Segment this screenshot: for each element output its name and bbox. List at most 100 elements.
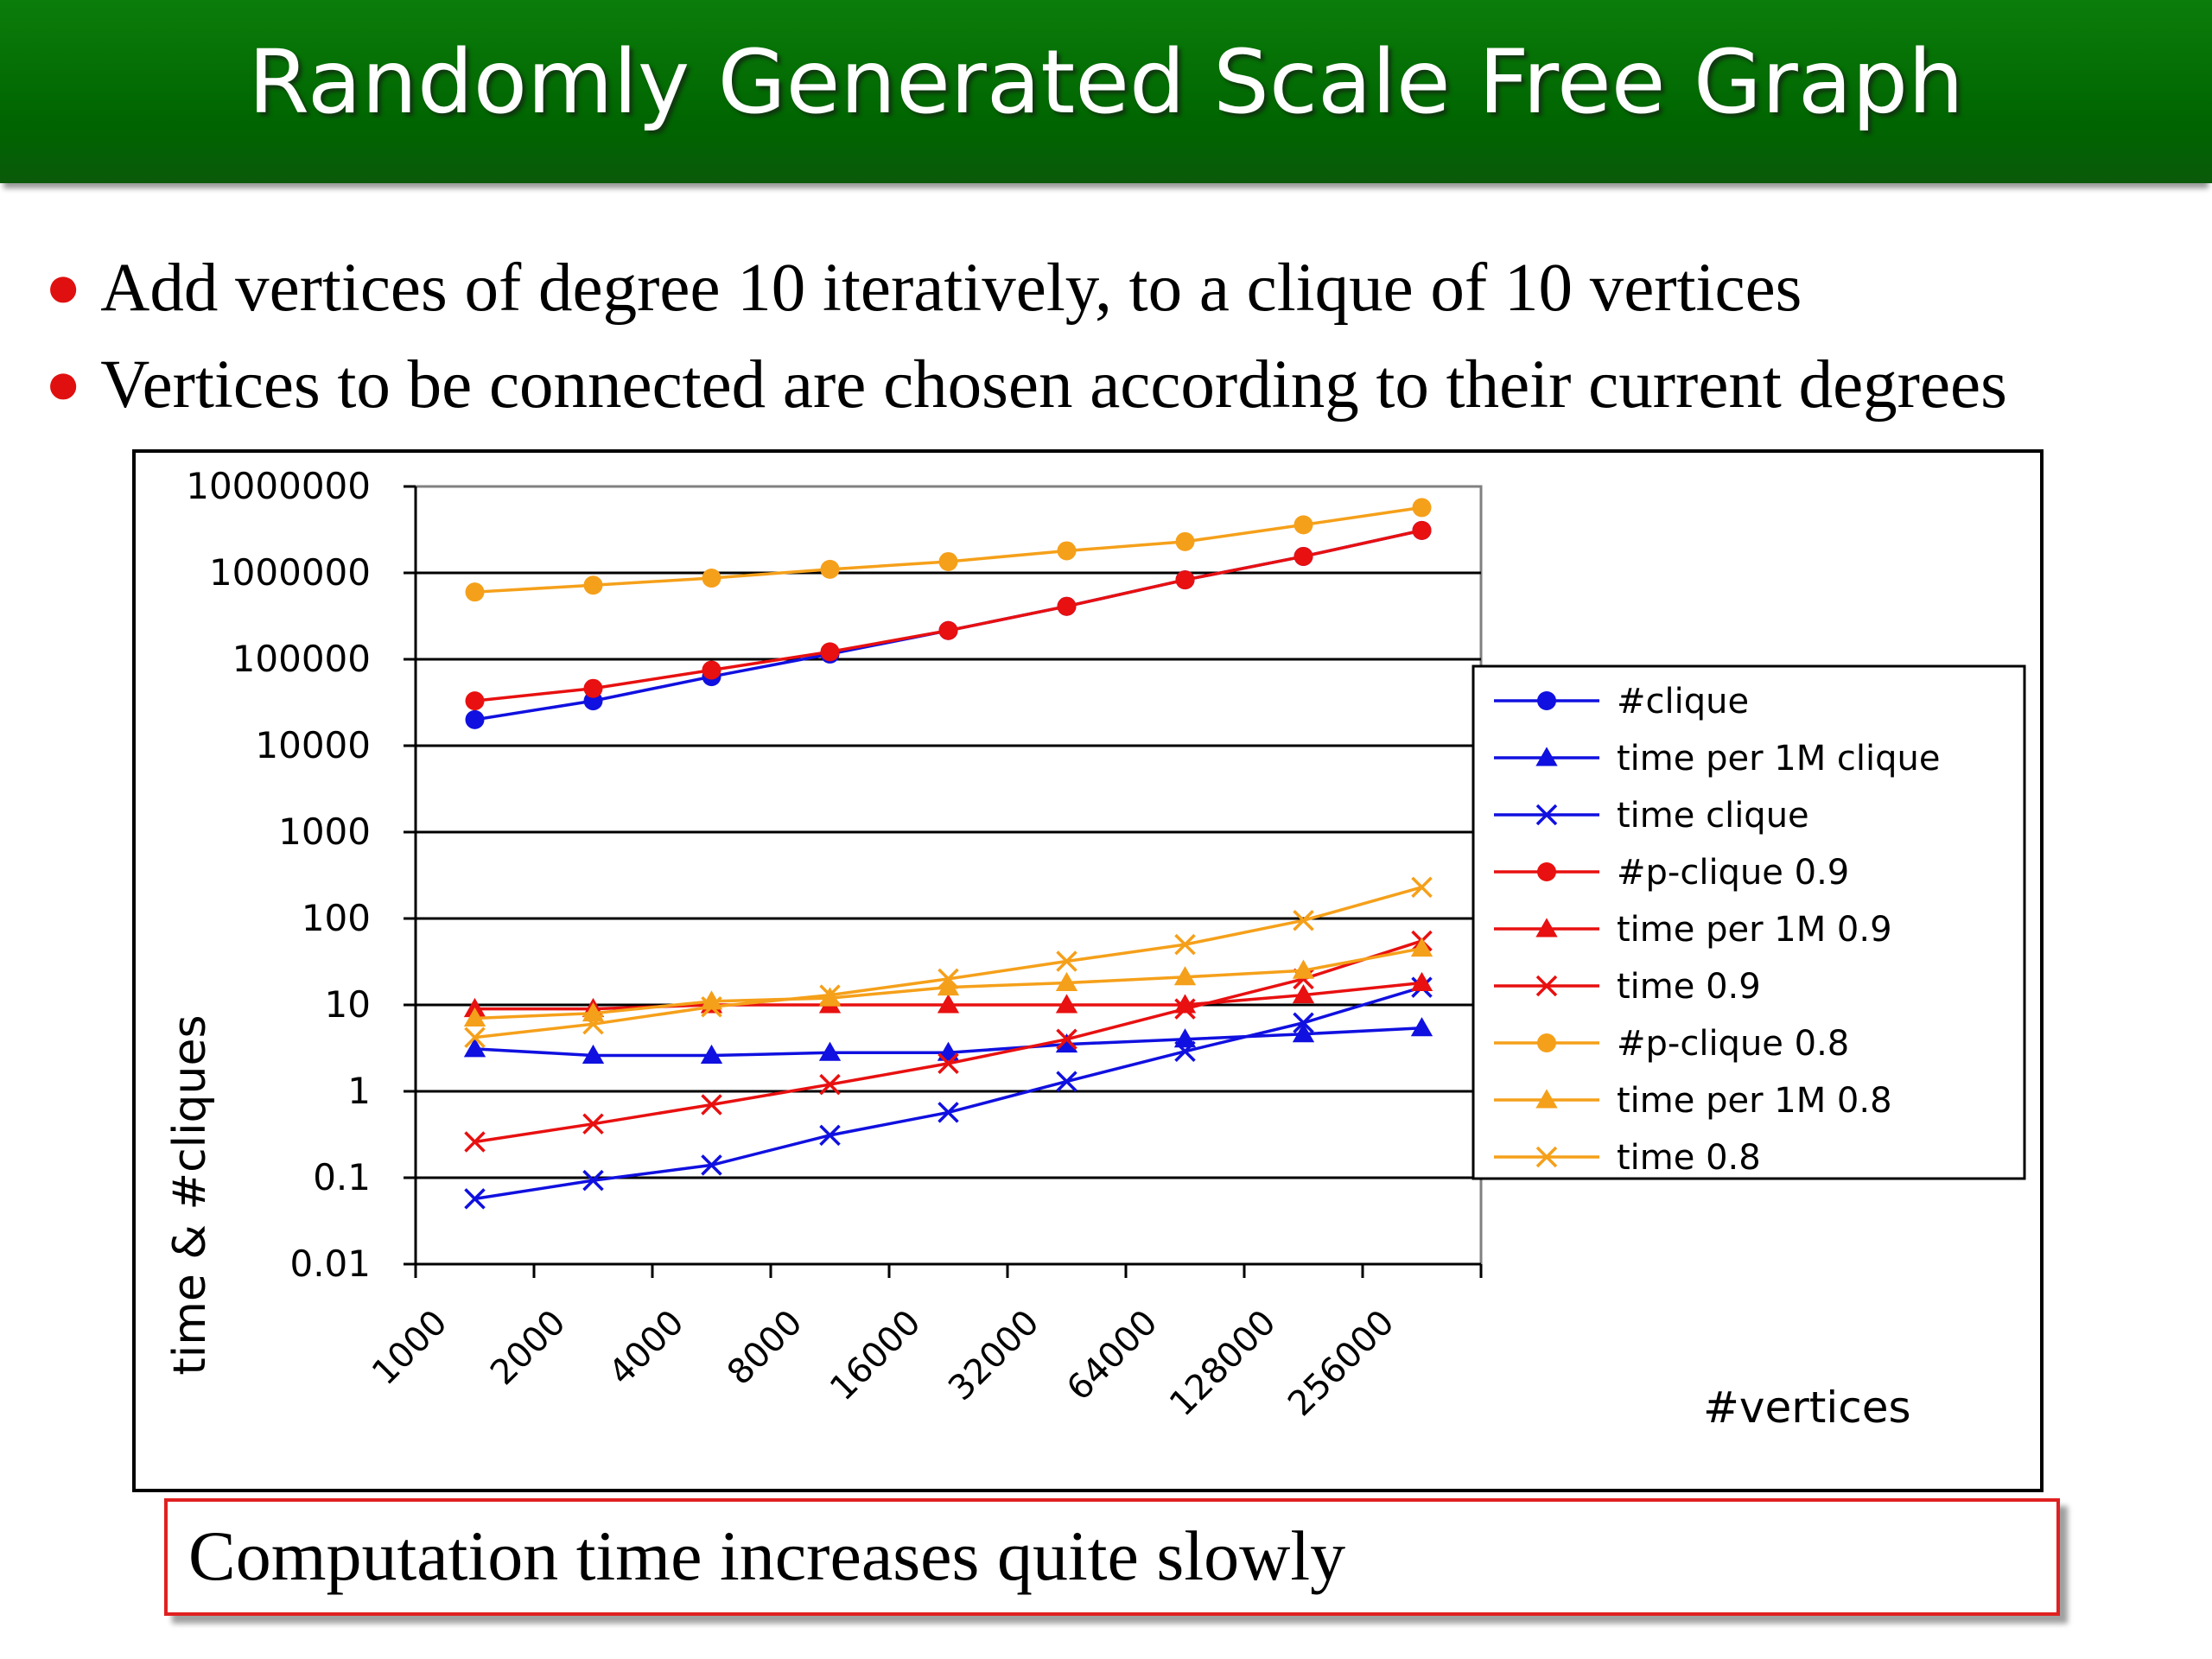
series-line [474, 985, 1423, 1201]
bullet-text: Add vertices of degree 10 iteratively, t… [100, 251, 1802, 326]
data-point [1056, 1028, 1077, 1051]
title-bar: Randomly Generated Scale Free Graph [0, 0, 2212, 183]
data-point [701, 1094, 722, 1116]
data-point [1174, 933, 1196, 956]
data-point [1537, 862, 1556, 881]
bullet-icon: ● [45, 254, 82, 321]
data-point [819, 1124, 841, 1147]
data-point [1055, 1033, 1078, 1053]
data-point [582, 1044, 605, 1064]
data-point [1056, 950, 1077, 972]
callout-box: Computation time increases quite slowly [164, 1498, 2060, 1616]
bullet-list: ● Add vertices of degree 10 iteratively, … [45, 247, 2007, 441]
data-point [463, 1038, 486, 1058]
data-point [1057, 596, 1077, 616]
x-tick-label: 1000 [365, 1303, 455, 1394]
x-tick-label: 128000 [1162, 1303, 1284, 1425]
data-point [464, 1188, 486, 1210]
data-point [700, 990, 723, 1010]
y-tick-label: 1000000 [209, 551, 371, 594]
data-point [938, 1102, 959, 1123]
data-point [1294, 546, 1313, 566]
data-point [464, 1131, 486, 1153]
data-point [583, 575, 603, 595]
data-point [701, 1154, 722, 1176]
x-tick-label: 64000 [1059, 1303, 1166, 1409]
data-point [1410, 1017, 1433, 1037]
data-point [582, 1113, 604, 1135]
bullet-icon: ● [45, 351, 82, 417]
data-point [1535, 975, 1558, 997]
x-tick-label: 8000 [720, 1303, 810, 1394]
data-point [463, 1007, 486, 1027]
legend-label: time 0.9 [1617, 967, 1761, 1007]
legend-label: time clique [1617, 796, 1809, 836]
y-tick-label: 1 [347, 1070, 371, 1112]
data-point [820, 559, 840, 579]
data-point [701, 995, 722, 1018]
data-point [819, 984, 841, 1006]
data-point [702, 660, 721, 680]
data-point [465, 709, 485, 729]
data-point [1173, 966, 1197, 986]
legend-label: #p-clique 0.8 [1617, 1024, 1849, 1064]
bullet-item: ● Vertices to be connected are chosen acc… [45, 344, 2007, 441]
data-point [1292, 1023, 1315, 1043]
legend-label: time per 1M 0.8 [1617, 1081, 1892, 1121]
callout-text: Computation time increases quite slowly [188, 1516, 1346, 1595]
data-point [583, 678, 603, 698]
data-point [464, 1027, 486, 1048]
legend [1471, 664, 2026, 1180]
data-point [1535, 804, 1558, 826]
data-point [1410, 971, 1433, 991]
x-tick-label: 2000 [483, 1303, 574, 1394]
y-tick-label: 100 [302, 897, 371, 939]
y-tick-label: 10 [325, 983, 371, 1026]
data-point [1535, 1089, 1558, 1109]
data-point [1175, 531, 1195, 551]
data-point [1057, 541, 1077, 561]
data-point [1055, 994, 1078, 1014]
data-point [937, 994, 960, 1014]
x-tick-label: 32000 [941, 1303, 1047, 1409]
chart-frame: 0.01 0.1 1 10 100 1000 10000 100000 1000000 10000… [132, 449, 2044, 1492]
data-point [1537, 691, 1556, 710]
data-point [1411, 876, 1433, 899]
data-point [1055, 971, 1078, 991]
y-tick-label: 10000 [255, 724, 371, 766]
data-point [582, 1169, 604, 1192]
data-point [1174, 1040, 1196, 1062]
data-point [938, 1052, 959, 1075]
data-point [937, 976, 960, 996]
y-axis-label: time & #cliques [164, 1014, 216, 1375]
y-tick-label: 1000 [278, 810, 371, 853]
data-point [1292, 983, 1315, 1004]
data-point [465, 691, 485, 711]
data-point [820, 642, 840, 662]
data-point [1293, 1012, 1314, 1033]
legend-label: time per 1M clique [1617, 739, 1941, 779]
data-point [819, 1073, 841, 1096]
data-point [938, 968, 959, 990]
data-point [938, 620, 958, 640]
y-tick-label: 10000000 [186, 465, 371, 507]
x-tick-label: 16000 [823, 1303, 929, 1409]
data-point [1537, 1033, 1556, 1052]
data-point [1293, 909, 1314, 931]
series-line [474, 886, 1422, 1039]
data-point [700, 1044, 723, 1064]
data-point [1412, 498, 1432, 518]
y-tick-label: 0.1 [313, 1156, 371, 1198]
data-point [1292, 959, 1315, 979]
data-point [1174, 998, 1196, 1020]
data-point [1294, 515, 1313, 535]
data-point [938, 551, 958, 571]
x-axis-label: #vertices [1703, 1382, 1911, 1433]
data-point [582, 1013, 604, 1035]
plot-area [414, 485, 1483, 1266]
data-point [465, 582, 485, 602]
bullet-item: ● Add vertices of degree 10 iteratively, … [45, 247, 2007, 344]
data-point [1175, 570, 1195, 590]
line-chart: 0.01 0.1 1 10 100 1000 10000 100000 1000000 10000… [164, 465, 2026, 1433]
legend-label: #clique [1617, 682, 1749, 721]
